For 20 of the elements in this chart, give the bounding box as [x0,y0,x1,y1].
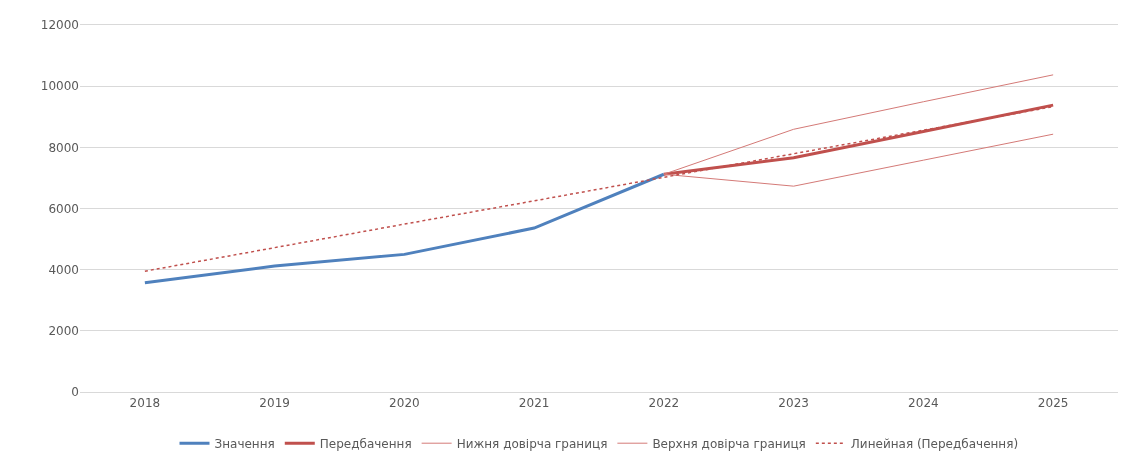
x-tick-label: 2021 [518,396,550,411]
x-tick-label: 2018 [129,396,161,411]
legend-label: Нижня довірча границя [456,436,608,451]
y-tick-label: 0 [71,385,79,400]
x-tick-label: 2019 [259,396,290,411]
x-tick-label: 2022 [648,396,680,411]
y-tick-label: 8000 [48,140,79,155]
x-tick-label: 2024 [908,396,939,411]
legend-label: Передбачення [319,436,412,451]
x-tick-label: 2023 [778,396,809,411]
y-tick-label: 4000 [48,262,79,277]
y-tick-label: 2000 [48,324,79,339]
x-tick-label: 2025 [1037,396,1069,411]
legend-label: Верхня довірча границя [652,436,806,451]
y-tick-label: 10000 [40,79,79,94]
legend-label: Линейная (Передбачення) [850,436,1019,451]
x-tick-label: 2020 [389,396,420,411]
y-tick-label: 12000 [40,18,79,33]
y-tick-label: 6000 [48,201,79,216]
legend-label: Значення [214,436,275,451]
